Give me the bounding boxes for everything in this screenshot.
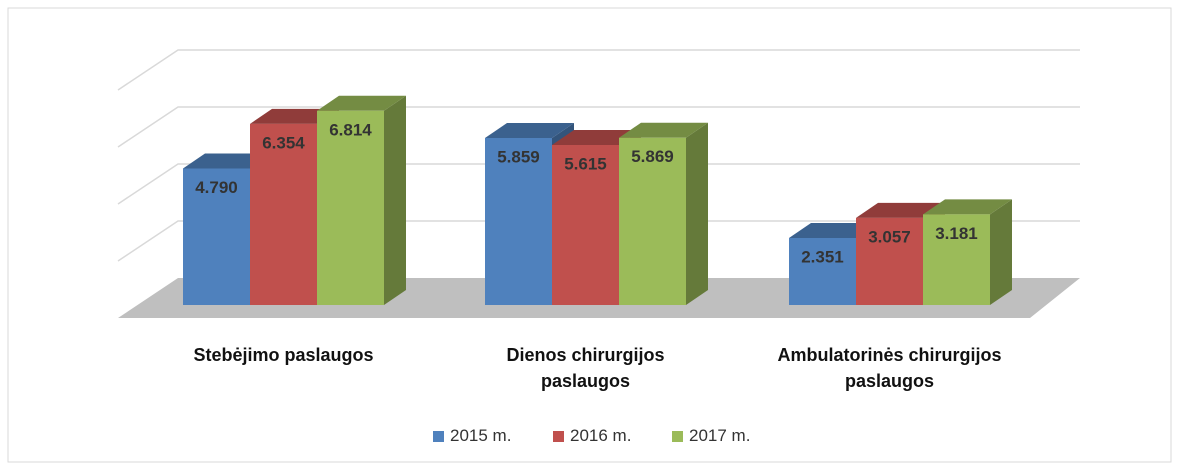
grid-line	[117, 163, 1080, 205]
data-label: 4.790	[195, 178, 238, 197]
bar-top	[552, 129, 641, 145]
data-label: 5.869	[631, 147, 674, 166]
bar-side	[686, 122, 708, 306]
bar-front	[552, 144, 619, 305]
bar-front	[183, 168, 250, 305]
data-label: 2.351	[801, 247, 844, 266]
bar	[923, 199, 1012, 305]
x-tick-label: Dienos chirurgijos paslaugos	[506, 345, 665, 391]
legend-swatch	[672, 430, 683, 442]
data-label: 3.057	[868, 227, 911, 246]
bar-top	[923, 199, 1012, 215]
x-tick-label: Stebėjimo paslaugos	[193, 345, 374, 365]
bar-front	[923, 214, 990, 305]
bar-top	[856, 202, 945, 218]
bar	[317, 95, 406, 306]
legend-label: 2015 m.	[450, 426, 512, 445]
legend-swatch	[433, 430, 444, 442]
bar	[619, 122, 708, 306]
bar-front	[789, 237, 856, 305]
bar-side	[990, 199, 1012, 305]
data-label: 3.181	[935, 224, 978, 243]
bar-front	[856, 217, 923, 305]
bar-top	[250, 108, 339, 124]
grid-line	[117, 106, 1080, 148]
legend-item: 2017 m.	[672, 426, 750, 446]
grid-line	[117, 49, 1080, 91]
bar-top	[619, 122, 708, 138]
legend-swatch	[553, 430, 564, 442]
x-tick-label: Ambulatorinės chirurgijos paslaugos	[777, 345, 1002, 391]
bar-front	[250, 123, 317, 305]
legend-label: 2017 m.	[689, 426, 751, 445]
bar-front	[619, 137, 686, 305]
bar-top	[485, 123, 574, 139]
bar-top	[317, 95, 406, 111]
bar-front	[485, 138, 552, 305]
bar-top	[183, 153, 272, 169]
grid-line	[117, 220, 1080, 262]
data-label: 5.859	[497, 148, 540, 167]
legend-item: 2016 m.	[553, 426, 631, 446]
bar-top	[789, 222, 878, 238]
legend-label: 2016 m.	[570, 426, 632, 445]
data-label: 6.814	[329, 120, 372, 139]
data-label: 5.615	[564, 154, 607, 173]
data-label: 6.354	[262, 133, 305, 152]
legend-item: 2015 m.	[433, 426, 511, 446]
bar-side	[384, 95, 406, 306]
bar-front	[317, 110, 384, 306]
